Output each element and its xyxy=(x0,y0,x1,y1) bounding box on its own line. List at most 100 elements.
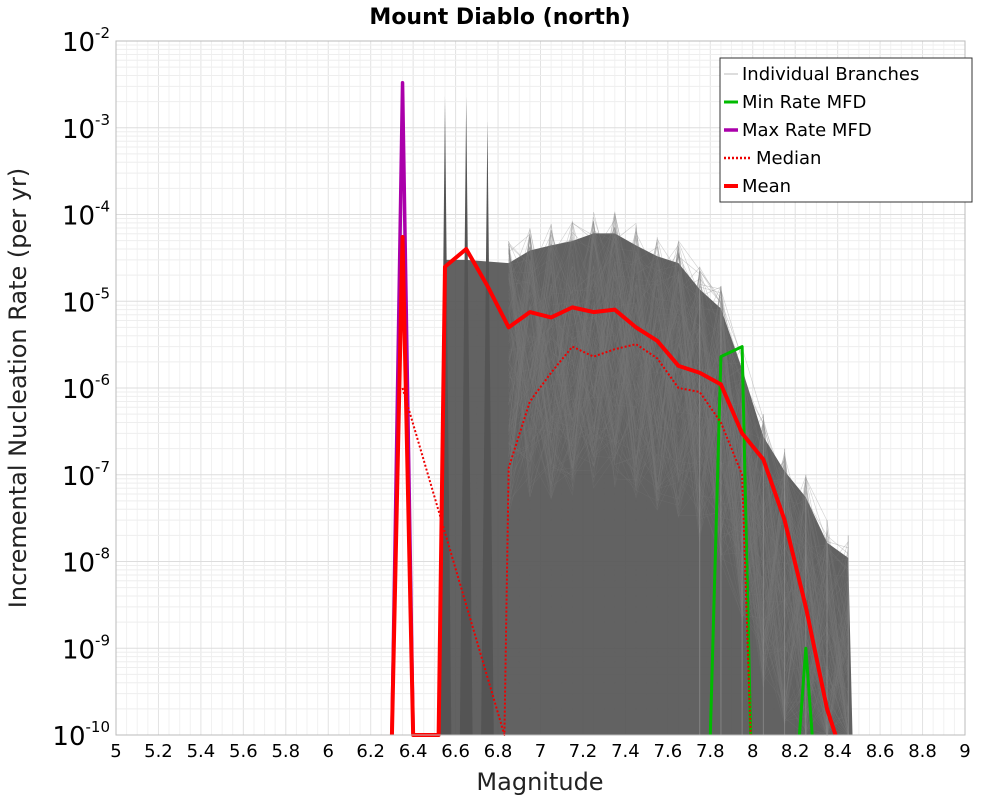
branch-line xyxy=(508,236,849,736)
branch-line xyxy=(508,246,849,736)
branch-line xyxy=(508,249,849,670)
branch-line xyxy=(508,251,849,705)
branch-line xyxy=(508,270,849,594)
chart-title: Mount Diablo (north) xyxy=(369,5,630,30)
branch-line xyxy=(508,213,849,736)
branch-line xyxy=(508,277,849,731)
y-tick-label: 10-7 xyxy=(62,458,110,492)
series-median xyxy=(401,343,752,736)
branch-line xyxy=(508,244,849,736)
branch-line xyxy=(508,263,849,736)
branch-line xyxy=(508,220,849,736)
branch-line xyxy=(508,246,849,707)
branch-line xyxy=(508,211,849,706)
branch-line xyxy=(508,309,849,736)
branch-line xyxy=(508,215,849,736)
branch-line xyxy=(508,241,849,622)
branch-line xyxy=(508,266,849,626)
branch-line xyxy=(508,273,849,736)
branch-line xyxy=(508,241,849,736)
branch-line xyxy=(508,248,849,736)
legend-label: Median xyxy=(756,148,821,169)
series-min-rate-mfd xyxy=(797,646,814,736)
branch-line xyxy=(508,247,849,736)
x-tick-label: 7.2 xyxy=(569,741,598,762)
branch-line xyxy=(508,284,849,715)
legend-label: Max Rate MFD xyxy=(742,120,872,141)
x-tick-label: 9 xyxy=(959,741,970,762)
series-mean xyxy=(389,235,838,737)
branch-line xyxy=(508,262,849,736)
branch-line xyxy=(508,222,849,736)
x-tick-label: 5.8 xyxy=(271,741,300,762)
branch-line xyxy=(508,238,849,729)
branch-line xyxy=(508,256,849,684)
x-tick-label: 5.6 xyxy=(229,741,258,762)
branch-line xyxy=(508,223,849,736)
branch-line xyxy=(508,258,849,676)
branch-line xyxy=(508,220,849,736)
y-axis-label: Incremental Nucleation Rate (per yr) xyxy=(4,168,32,608)
branch-line xyxy=(508,244,849,737)
branch-line xyxy=(508,250,849,736)
branch-line xyxy=(508,258,849,736)
branch-line xyxy=(508,278,849,732)
branch-line xyxy=(508,231,849,736)
branch-line xyxy=(508,231,849,706)
branch-line xyxy=(508,259,849,628)
branch-line xyxy=(508,269,849,659)
branch-line xyxy=(508,235,849,736)
x-axis-ticks: 5 5.2 5.4 5.6 5.8 6 6.2 6.4 6.6 6.8 7 7.2 7.4 7.6 7.8 8… xyxy=(110,741,970,762)
x-tick-label: 8 xyxy=(747,741,758,762)
legend-label: Min Rate MFD xyxy=(742,92,866,113)
x-tick-label: 6 xyxy=(323,741,334,762)
series-lines xyxy=(389,81,838,737)
x-tick-label: 7.8 xyxy=(696,741,725,762)
branch-line xyxy=(508,260,849,696)
plot-frame xyxy=(115,40,966,736)
branch-line xyxy=(508,231,849,736)
y-tick-label: 10-4 xyxy=(62,198,110,232)
y-tick-label: 10-2 xyxy=(62,24,110,58)
branch-line xyxy=(508,217,849,736)
branch-line xyxy=(508,230,849,736)
branch-line xyxy=(508,213,849,683)
y-tick-label: 10-6 xyxy=(62,371,110,405)
branch-line xyxy=(508,226,849,736)
branch-line xyxy=(508,240,849,736)
branch-line xyxy=(508,257,849,736)
branch-line xyxy=(508,241,849,668)
branch-line xyxy=(508,278,849,632)
x-tick-label: 6.6 xyxy=(441,741,470,762)
branch-line xyxy=(508,237,849,688)
x-tick-label: 7.4 xyxy=(611,741,640,762)
branch-line xyxy=(508,231,849,722)
branch-line xyxy=(508,246,849,736)
legend-label: Individual Branches xyxy=(742,64,919,85)
branch-line xyxy=(508,227,849,617)
branch-line xyxy=(508,221,849,736)
branch-line xyxy=(508,230,849,737)
branch-line xyxy=(508,251,849,679)
branch-line xyxy=(508,237,849,711)
legend-label: Mean xyxy=(742,176,791,197)
branch-line xyxy=(508,275,849,709)
branch-line xyxy=(508,241,849,713)
branch-line xyxy=(508,274,849,694)
branch-line xyxy=(508,232,849,736)
branch-line xyxy=(508,211,849,736)
branch-line xyxy=(508,234,849,736)
branch-line xyxy=(508,271,849,736)
legend-box xyxy=(719,57,973,203)
branch-line xyxy=(508,221,849,684)
branch-line xyxy=(508,223,849,727)
x-tick-label: 5.4 xyxy=(187,741,216,762)
branch-line xyxy=(508,233,849,736)
x-tick-label: 7.6 xyxy=(654,741,683,762)
x-tick-label: 5.2 xyxy=(144,741,173,762)
x-tick-label: 5 xyxy=(110,741,121,762)
branch-line xyxy=(508,254,849,702)
branch-line xyxy=(508,231,849,736)
series-min-rate-mfd xyxy=(708,345,753,736)
